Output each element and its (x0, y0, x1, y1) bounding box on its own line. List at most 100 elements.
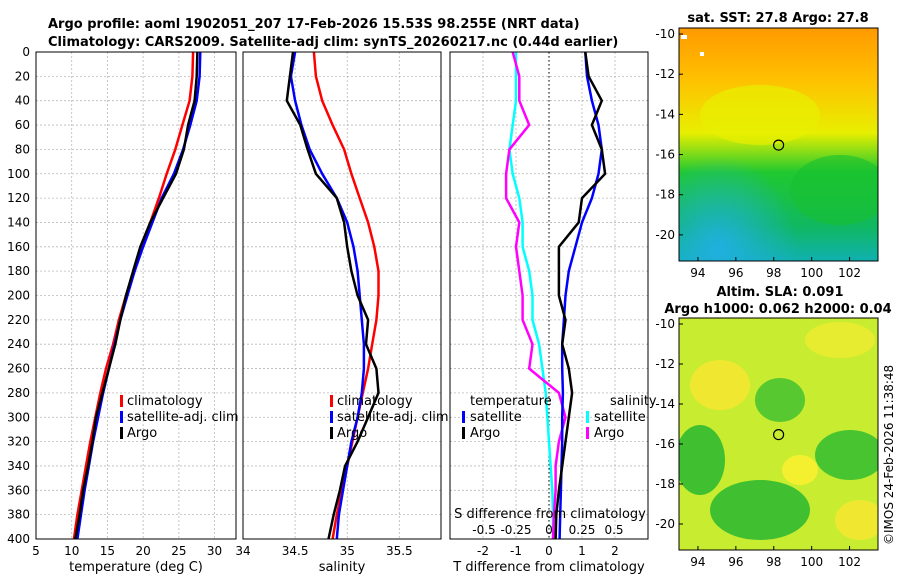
salinity-axes-frame (242, 51, 442, 540)
imos-watermark: ©IMOS 24-Feb-2026 11:38:48 (882, 365, 896, 545)
t-difference-xlabel: T difference from climatology (452, 560, 645, 575)
sla-map-frame (678, 317, 879, 551)
x-tick-label: 10 (64, 544, 79, 558)
depth-tick-label: 200 (7, 289, 30, 303)
legend-label-argo: Argo (127, 426, 157, 441)
series-s-argo-diff (554, 51, 607, 540)
legend-marker-t-argo (462, 427, 465, 439)
x-tick-label: 1 (578, 544, 586, 558)
depth-tick-label: 340 (7, 459, 30, 473)
sla-high-anomaly (805, 322, 875, 358)
depth-tick-label: 400 (7, 532, 30, 546)
sla-low-anomaly (710, 480, 810, 540)
legend-label-t-satellite: satellite (470, 410, 522, 425)
series-t-argo-diff (504, 51, 567, 540)
map-y-tick-label: -18 (655, 188, 675, 202)
legend-marker-satellite (120, 411, 123, 423)
s-tick: -0.5 (472, 523, 495, 537)
depth-tick-label: 40 (15, 94, 30, 108)
depth-tick-label: 180 (7, 264, 30, 278)
map-y-tick-label: -18 (655, 477, 675, 491)
salinity-legend: climatology satellite-adj. clim Argo (330, 394, 449, 441)
map-x-tick-label: 94 (690, 266, 705, 280)
depth-tick-label: 0 (22, 45, 30, 59)
temperature-axes-frame (35, 51, 237, 540)
figure-title-line2: Climatology: CARS2009. Satellite-adj cli… (48, 35, 618, 50)
depth-tick-label: 360 (7, 483, 30, 497)
series-t-satellite-diff (508, 52, 555, 539)
x-tick-label: 34 (235, 544, 250, 558)
sla-high-anomaly (690, 360, 750, 410)
series-argo (285, 51, 380, 540)
sla-map-title-line2: Argo h1000: 0.062 h2000: 0.04 (664, 302, 891, 317)
sst-map: sat. SST: 27.8 Argo: 27.8 94 96 98 100 102 -1… (655, 11, 879, 280)
map-y-tick-label: -12 (655, 357, 675, 371)
argo-position-marker (772, 429, 785, 441)
legend-label-satellite: satellite-adj. clim (127, 410, 239, 425)
x-tick-label: 20 (136, 544, 151, 558)
map-x-tick-label: 100 (800, 555, 823, 569)
sst-map-frame (678, 27, 879, 262)
legend-label-s-satellite: satellite (594, 410, 646, 425)
depth-tick-label: 20 (15, 69, 30, 83)
figure-title-line1: Argo profile: aoml 1902051_207 17-Feb-20… (48, 17, 580, 32)
map-y-tick-label: -20 (655, 228, 675, 242)
legend-label-climatology: climatology (127, 394, 203, 409)
s-difference-ticks: -0.5 -0.25 0 0.25 0.5 (472, 523, 623, 537)
depth-tick-label: 140 (7, 215, 30, 229)
map-x-tick-label: 96 (728, 266, 743, 280)
depth-tick-label: 220 (7, 313, 30, 327)
map-y-tick-label: -14 (655, 397, 675, 411)
s-difference-label: S difference from climatology (454, 507, 646, 522)
temperature-panel: 5 10 15 20 25 30 temperature (deg C) climatol… (32, 51, 239, 575)
difference-axes-frame (449, 51, 649, 540)
legend-marker-argo (120, 427, 123, 439)
depth-tick-label: 320 (7, 435, 30, 449)
x-tick-label: 35.5 (386, 544, 413, 558)
legend-marker-s-argo (586, 427, 589, 439)
legend-label-t-argo: Argo (470, 426, 500, 441)
x-tick-label: -1 (510, 544, 522, 558)
map-x-tick-label: 100 (800, 266, 823, 280)
temperature-xlabel: temperature (deg C) (69, 560, 203, 575)
x-tick-label: 35 (340, 544, 355, 558)
s-tick: 0.25 (569, 523, 596, 537)
map-y-tick-label: -10 (655, 317, 675, 331)
legend-marker-climatology (120, 395, 123, 407)
sla-high-anomaly (835, 500, 878, 540)
legend-label-satellite: satellite-adj. clim (337, 410, 449, 425)
depth-tick-label: 100 (7, 167, 30, 181)
sst-map-title: sat. SST: 27.8 Argo: 27.8 (687, 11, 868, 26)
x-tick-label: -2 (477, 544, 489, 558)
legend-title-salinity: salinity (610, 394, 657, 409)
depth-tick-label: 80 (15, 142, 30, 156)
series-argo (74, 51, 199, 540)
s-tick: 0 (545, 523, 553, 537)
sla-low-anomaly (815, 430, 878, 480)
legend-label-s-argo: Argo (594, 426, 624, 441)
map-x-tick-label: 94 (690, 555, 705, 569)
legend-title-temperature: temperature (470, 394, 552, 409)
sla-map: Altim. SLA: 0.091 Argo h1000: 0.062 h200… (655, 285, 891, 569)
x-tick-label: 30 (207, 544, 222, 558)
s-tick: -0.25 (500, 523, 531, 537)
sla-map-title-line1: Altim. SLA: 0.091 (717, 285, 844, 300)
x-tick-label: 0 (545, 544, 553, 558)
map-y-tick-label: -16 (655, 148, 675, 162)
legend-label-argo: Argo (337, 426, 367, 441)
sst-warm-band (700, 85, 820, 145)
sla-low-anomaly (755, 378, 805, 422)
temperature-legend: climatology satellite-adj. clim Argo (120, 394, 239, 441)
depth-tick-label: 260 (7, 362, 30, 376)
argo-position-marker (772, 139, 785, 151)
series-s-satellite-diff (558, 51, 604, 540)
legend-label-climatology: climatology (337, 394, 413, 409)
depth-tick-label: 60 (15, 118, 30, 132)
sst-green-patch (790, 155, 878, 225)
map-x-tick-label: 102 (838, 266, 861, 280)
sla-high-anomaly (782, 455, 818, 485)
x-tick-label: 25 (171, 544, 186, 558)
legend-marker-t-satellite (462, 411, 465, 423)
map-x-tick-label: 102 (838, 555, 861, 569)
